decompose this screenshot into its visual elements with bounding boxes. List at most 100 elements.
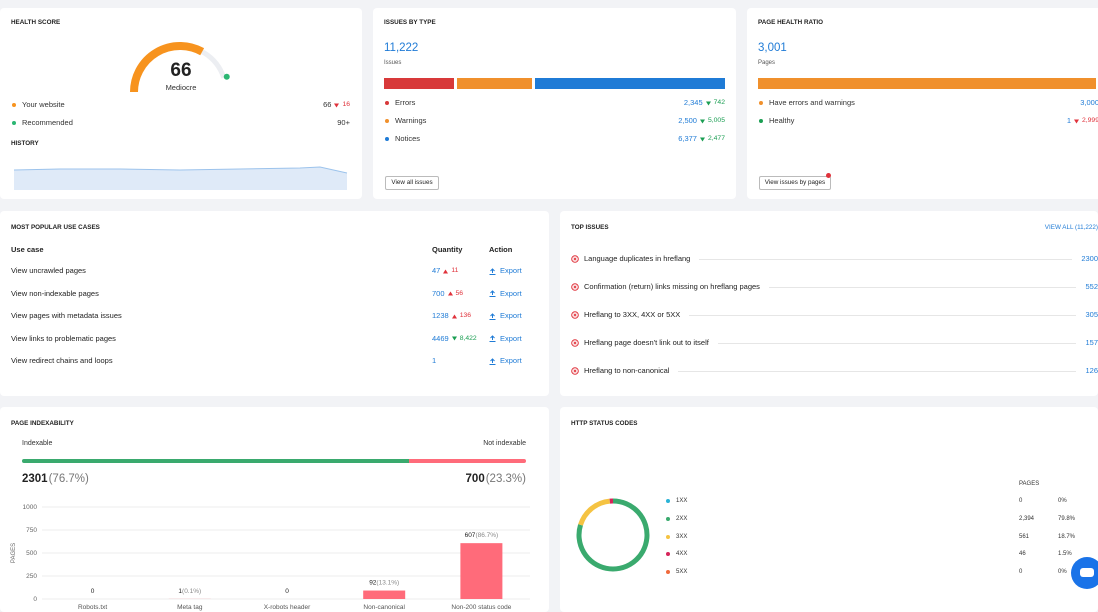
pages-value: 0 [1019,496,1022,506]
export-icon [489,335,496,342]
page-health-ratio-card: PAGE HEALTH RATIO3,001PagesHave errors a… [747,8,1098,199]
trend-arrow [448,291,453,296]
value-group: Export [489,334,522,344]
legend-dot [385,119,389,123]
card-title: MOST POPULAR USE CASES [11,223,100,233]
row-value: 2,500 [678,116,697,126]
issue-name[interactable]: Hreflang to non-canonical [584,366,669,376]
chat-button[interactable] [1071,556,1098,590]
issue-icon [571,367,579,375]
x-tick-label: Meta tag [177,604,203,611]
chat-icon [1080,568,1094,577]
card-title: HISTORY [11,139,39,149]
trend-arrow-shape [443,269,448,273]
export-icon-shape [490,269,496,275]
x-tick-label: X-robots header [264,604,311,611]
total-value: 11,222 [384,41,418,55]
quantity-value[interactable]: 47 [432,266,440,276]
chart-area [0,153,362,193]
quantity-value[interactable]: 1 [432,356,436,366]
issue-value: 2300 [1081,254,1098,264]
value-group: Hreflang to non-canonical126 [571,366,1098,376]
export-link[interactable]: Export [500,289,522,299]
share-value: 0% [1058,496,1067,506]
trend-arrow-shape [334,103,339,107]
row-value: 2,345 [684,98,703,108]
legend-label: 1XX [676,496,687,506]
row-label: Warnings [395,116,426,126]
legend-dot [666,517,670,521]
bar-share: (86.7%) [475,532,498,539]
trend-arrow-shape [448,292,453,296]
card-title: PAGE HEALTH RATIO [758,18,823,28]
issue-name[interactable]: Hreflang page doesn't link out to itself [584,338,709,348]
share-value: 18.7% [1058,532,1075,542]
legend-dot [385,101,389,105]
bar-value-label: 1(0.1%) [178,588,201,595]
share-value: 79.8% [1058,514,1075,524]
issue-icon-x [574,286,577,289]
issue-name[interactable]: Hreflang to 3XX, 4XX or 5XX [584,310,680,320]
legend-dot [12,103,16,107]
row-label: Your website [22,100,65,110]
change-value: 5,005 [708,116,725,126]
issues-by-type-card: ISSUES BY TYPE11,222IssuesErrors2,345742… [373,8,736,199]
issue-icon-x [574,258,577,261]
total-value: 3,001 [758,41,787,55]
export-icon-shape [490,359,496,365]
value-group: Export [489,356,522,366]
page-indexability-card: PAGE INDEXABILITYIndexableNot indexable2… [0,407,549,612]
export-icon-shape [490,314,496,320]
row-value: 3,000 [1080,98,1098,108]
issue-name[interactable]: Language duplicates in hreflang [584,254,690,264]
pages-value: 0 [1019,567,1022,577]
row-label: View links to problematic pages [11,334,116,344]
row-label: View uncrawled pages [11,266,86,276]
chart-area [560,407,1098,612]
stack-segment [758,78,1096,89]
total-unit: Issues [384,58,401,68]
value-group: Hreflang to 3XX, 4XX or 5XX305 [571,310,1098,320]
trend-arrow-shape [452,314,457,318]
donut-segment [581,501,610,525]
quantity-value[interactable]: 1238 [432,311,449,321]
bar-value: 607 [465,532,476,539]
button[interactable]: View all issues [385,176,439,190]
export-icon-shape [490,291,496,297]
export-link[interactable]: Export [500,311,522,321]
value-group: 70056 [432,289,463,299]
trend-arrow [334,103,339,108]
column-header: Use case [11,245,44,255]
bar [460,543,502,599]
stack-segment [535,78,725,89]
export-link[interactable]: Export [500,334,522,344]
row-value: 66 [323,100,331,110]
value-group: 44698,422 [432,334,477,344]
bar-value-label: 92(13.1%) [369,580,399,587]
value-group: 2,345742 [684,98,725,108]
chart-area: 02505007501000PAGES0Robots.txt1(0.1%)Met… [0,407,549,612]
legend-dot [666,535,670,539]
bar-value: 0 [91,588,95,595]
row-value: 6,377 [678,134,697,144]
value-group: 1 [432,356,436,366]
view-all-link[interactable]: VIEW ALL (11,222) [1045,223,1098,233]
export-icon-shape [490,336,496,342]
trend-arrow [452,336,457,341]
gauge-rating: Mediocre [0,83,362,93]
export-link[interactable]: Export [500,266,522,276]
issue-name[interactable]: Confirmation (return) links missing on h… [584,282,760,292]
issue-icon [571,339,579,347]
column-header: Quantity [432,245,462,255]
export-link[interactable]: Export [500,356,522,366]
button[interactable]: View issues by pages [759,176,831,190]
trend-arrow [700,137,705,142]
quantity-value[interactable]: 700 [432,289,445,299]
quantity-value[interactable]: 4469 [432,334,449,344]
trend-arrow-shape [452,337,457,341]
stack-segment [384,78,454,89]
value-group: 6,3772,477 [678,134,725,144]
card-title: TOP ISSUES [571,223,609,233]
issue-value: 157 [1085,338,1098,348]
use-cases-card: MOST POPULAR USE CASESUse caseQuantityAc… [0,211,549,396]
